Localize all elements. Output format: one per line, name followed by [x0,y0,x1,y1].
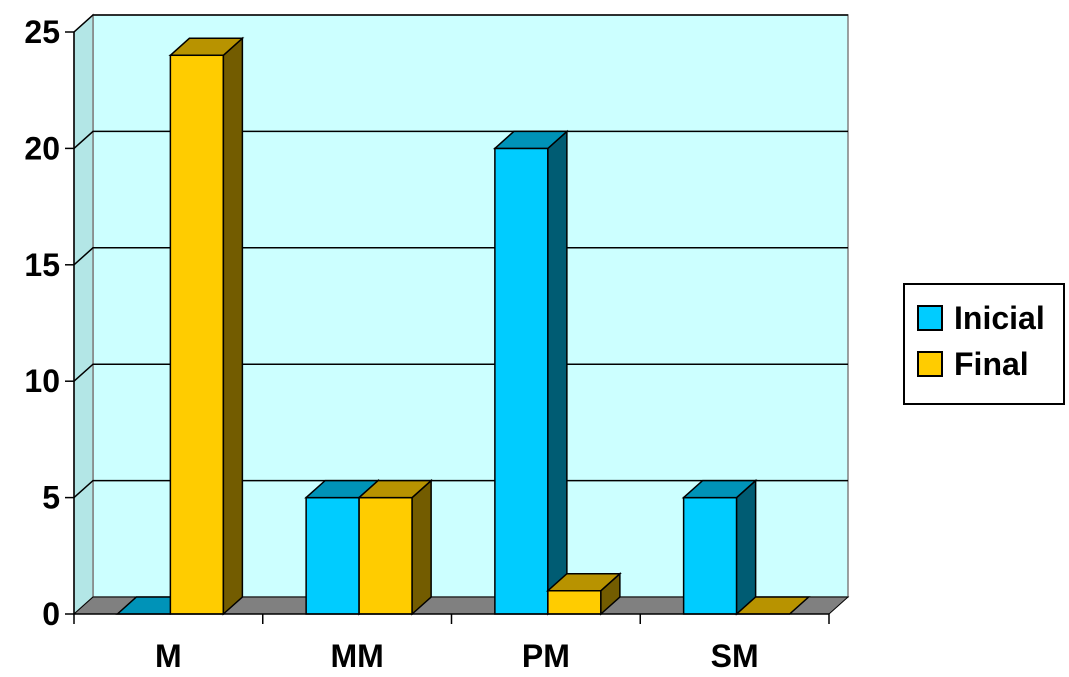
gridlines [73,14,848,499]
axes [65,31,830,624]
y-tick-label: 10 [24,363,60,399]
bar-inicial-pm [492,129,569,616]
x-axis-labels: M MM PM SM [155,638,759,674]
y-tick-label: 15 [24,247,60,283]
y-tick-label: 25 [24,14,60,50]
gridline-25 [73,14,848,33]
legend-label-inicial: Inicial [954,300,1045,336]
y-tick-label: 5 [42,480,60,516]
bar-final-mm [357,478,434,616]
y-tick-label: 0 [42,596,60,632]
x-tick-label: PM [522,638,570,674]
y-axis-ticks: 0 5 10 15 20 25 [24,14,60,632]
bars [115,36,811,616]
legend: Inicial Final [903,283,1065,405]
legend-label-final: Final [954,346,1029,382]
x-tick-label: MM [330,638,383,674]
x-tick-label: SM [711,638,759,674]
gridline-5 [73,479,848,499]
gridline-10 [73,363,848,382]
legend-swatch-final [917,351,943,377]
bar-final-m [168,36,245,616]
bar-inicial-sm [681,478,758,616]
y-tick-label: 20 [24,130,60,166]
gridline-15 [73,247,848,266]
x-tick-label: M [155,638,182,674]
legend-swatch-inicial [917,305,943,331]
side-wall [73,13,94,616]
legend-box [903,283,1065,405]
gridline-20 [73,130,848,149]
bar-final-pm [545,572,622,616]
